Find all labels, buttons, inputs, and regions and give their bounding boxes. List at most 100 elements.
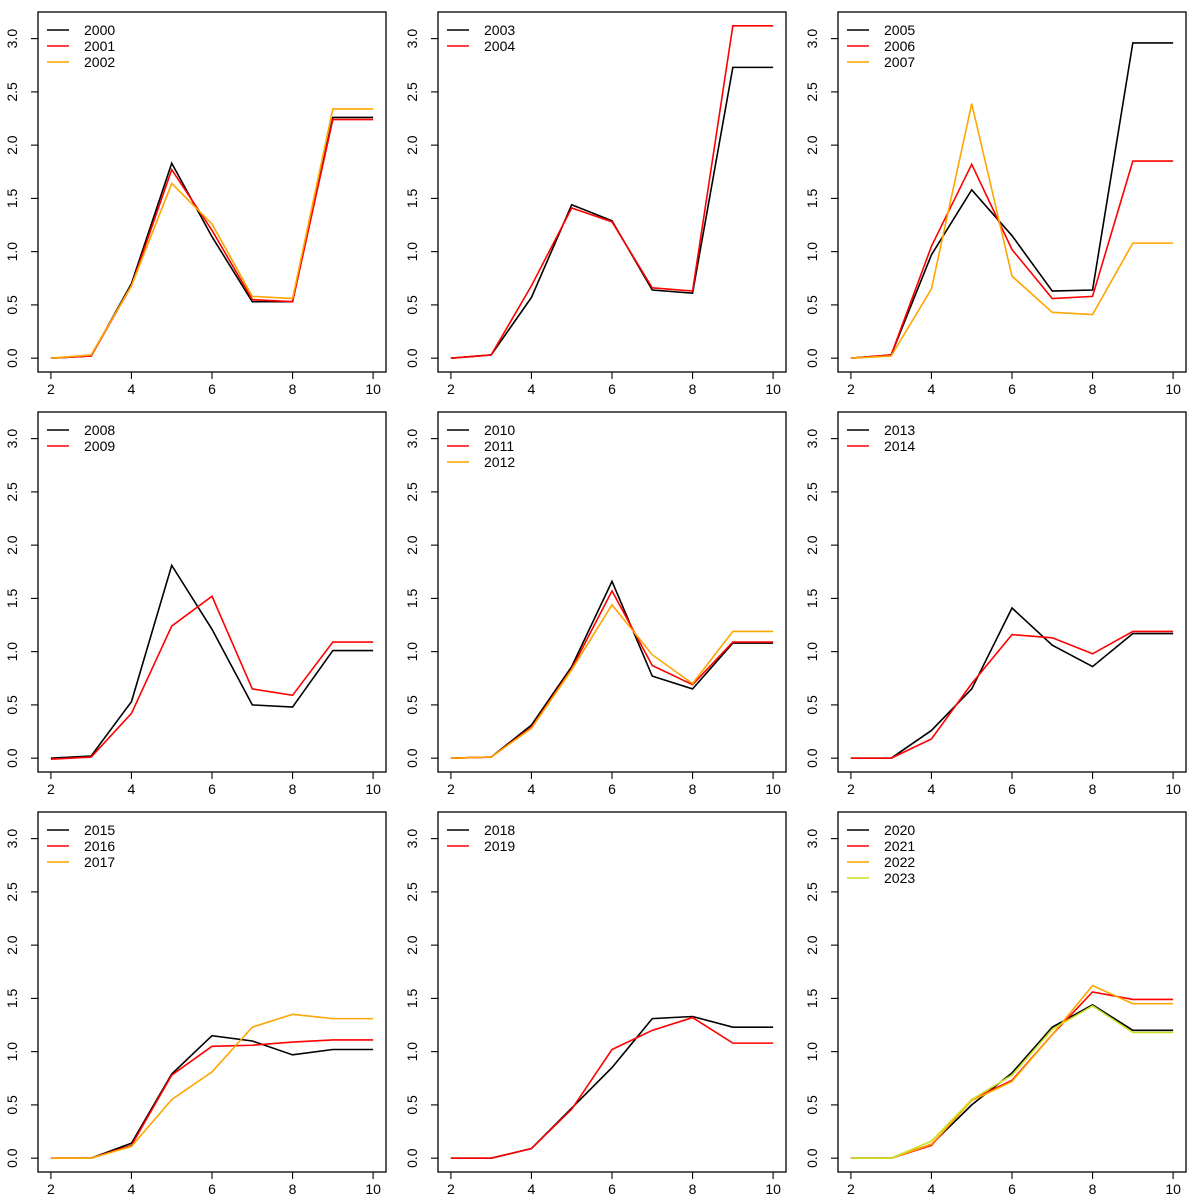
y-tick-label: 3.0 xyxy=(804,29,820,49)
legend-label-2023: 2023 xyxy=(884,870,915,886)
legend-label-2001: 2001 xyxy=(84,38,115,54)
x-tick-label: 10 xyxy=(365,1181,381,1197)
y-tick-label: 0.0 xyxy=(4,748,20,768)
series-line-2011 xyxy=(450,589,774,759)
y-tick-label: 0.5 xyxy=(804,1095,820,1115)
legend-label-2017: 2017 xyxy=(84,854,115,870)
legend-label-2021: 2021 xyxy=(884,838,915,854)
series-line-2016 xyxy=(50,1039,374,1159)
x-tick-label: 8 xyxy=(289,381,297,397)
y-tick-label: 2.0 xyxy=(4,935,20,955)
x-tick-label: 2 xyxy=(47,781,55,797)
y-tick-label: 3.0 xyxy=(404,829,420,849)
x-tick-label: 6 xyxy=(608,381,616,397)
y-tick-label: 1.5 xyxy=(804,988,820,1008)
y-tick-label: 2.0 xyxy=(404,935,420,955)
legend-label-2007: 2007 xyxy=(884,54,915,70)
series-line-2004 xyxy=(450,25,774,359)
legend-label-2000: 2000 xyxy=(84,22,115,38)
series-line-2003 xyxy=(450,66,774,359)
y-tick-label: 0.0 xyxy=(804,748,820,768)
x-tick-label: 4 xyxy=(928,381,936,397)
y-tick-label: 2.0 xyxy=(4,535,20,555)
legend-label-2006: 2006 xyxy=(884,38,915,54)
x-tick-label: 4 xyxy=(128,381,136,397)
y-tick-label: 2.0 xyxy=(4,135,20,155)
y-tick-label: 1.5 xyxy=(404,588,420,608)
x-tick-label: 6 xyxy=(608,781,616,797)
axis-box xyxy=(437,11,787,373)
x-tick-label: 8 xyxy=(289,1181,297,1197)
x-tick-label: 2 xyxy=(447,1181,455,1197)
y-tick-label: 0.5 xyxy=(804,295,820,315)
y-tick-label: 1.5 xyxy=(804,188,820,208)
legend-label-2002: 2002 xyxy=(84,54,115,70)
y-tick-label: 1.0 xyxy=(804,242,820,262)
series-line-2008 xyxy=(50,563,374,759)
y-tick-label: 0.0 xyxy=(804,348,820,368)
y-tick-label: 1.5 xyxy=(804,588,820,608)
x-tick-label: 4 xyxy=(528,1181,536,1197)
y-tick-label: 2.5 xyxy=(4,82,20,102)
y-tick-label: 3.0 xyxy=(404,429,420,449)
x-tick-label: 8 xyxy=(689,781,697,797)
x-tick-label: 8 xyxy=(689,381,697,397)
y-tick-label: 1.5 xyxy=(404,188,420,208)
y-tick-label: 1.5 xyxy=(4,988,20,1008)
y-tick-label: 3.0 xyxy=(4,429,20,449)
x-tick-label: 6 xyxy=(208,381,216,397)
y-tick-label: 2.5 xyxy=(4,482,20,502)
x-tick-label: 8 xyxy=(689,1181,697,1197)
x-tick-label: 4 xyxy=(128,1181,136,1197)
legend-label-2012: 2012 xyxy=(484,454,515,470)
legend-label-2008: 2008 xyxy=(84,422,115,438)
chart-panel-2020-2023: 2 4 6 8 10 0.0 0.5 1.0 1.5 2.0 2.5 3.0 2020202120222… xyxy=(804,811,1187,1197)
y-tick-label: 1.5 xyxy=(404,988,420,1008)
series-line-2006 xyxy=(850,160,1174,359)
y-tick-label: 0.0 xyxy=(404,748,420,768)
x-tick-label: 2 xyxy=(847,381,855,397)
legend-label-2013: 2013 xyxy=(884,422,915,438)
x-tick-label: 10 xyxy=(1165,381,1181,397)
x-tick-label: 10 xyxy=(1165,1181,1181,1197)
x-tick-label: 8 xyxy=(1089,381,1097,397)
y-tick-label: 2.5 xyxy=(804,482,820,502)
x-tick-label: 4 xyxy=(528,781,536,797)
series-line-2009 xyxy=(50,595,374,761)
y-tick-label: 2.5 xyxy=(404,882,420,902)
y-tick-label: 2.5 xyxy=(404,482,420,502)
y-tick-label: 2.0 xyxy=(404,135,420,155)
series-line-2023 xyxy=(850,1004,1174,1159)
y-tick-label: 1.0 xyxy=(4,1042,20,1062)
series-line-2022 xyxy=(850,984,1174,1159)
x-tick-label: 10 xyxy=(1165,781,1181,797)
series-line-2002 xyxy=(50,108,374,359)
series-line-2017 xyxy=(50,1013,374,1159)
x-tick-label: 8 xyxy=(289,781,297,797)
y-tick-label: 2.5 xyxy=(404,82,420,102)
y-tick-label: 0.5 xyxy=(4,295,20,315)
x-tick-label: 4 xyxy=(528,381,536,397)
y-tick-label: 0.0 xyxy=(804,1148,820,1168)
y-tick-label: 0.5 xyxy=(404,295,420,315)
y-tick-label: 2.0 xyxy=(804,135,820,155)
legend-label-2011: 2011 xyxy=(484,438,514,454)
y-tick-label: 0.5 xyxy=(4,695,20,715)
x-tick-label: 4 xyxy=(128,781,136,797)
y-tick-label: 1.0 xyxy=(804,642,820,662)
legend-label-2005: 2005 xyxy=(884,22,915,38)
y-tick-label: 2.5 xyxy=(804,82,820,102)
x-tick-label: 4 xyxy=(928,1181,936,1197)
y-tick-label: 1.0 xyxy=(4,642,20,662)
y-tick-label: 3.0 xyxy=(404,29,420,49)
y-tick-label: 0.0 xyxy=(404,1148,420,1168)
y-tick-label: 3.0 xyxy=(804,429,820,449)
y-tick-label: 0.0 xyxy=(404,348,420,368)
x-tick-label: 6 xyxy=(208,1181,216,1197)
legend-label-2010: 2010 xyxy=(484,422,515,438)
